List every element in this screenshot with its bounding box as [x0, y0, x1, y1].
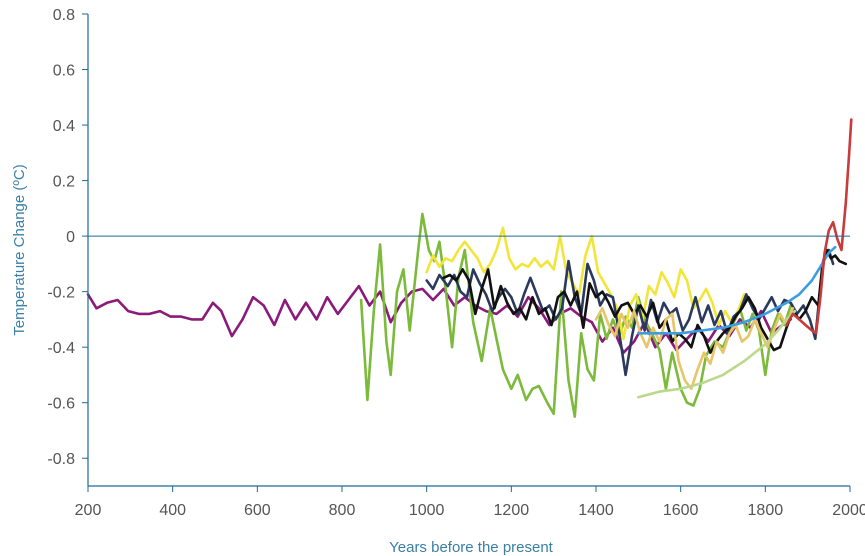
y-tick-labels: 0.8 0.6 0.4 0.2 0 -0.2 -0.4 -0.6 -0.8 — [47, 7, 88, 468]
y-tick-label: -0.6 — [47, 396, 75, 413]
series-line-1 — [86, 284, 792, 354]
y-tick-label: 0.6 — [53, 63, 75, 80]
x-tick-label: 1200 — [494, 502, 530, 519]
series-line-8 — [637, 309, 797, 399]
y-tick-label: 0.8 — [53, 7, 75, 24]
y-tick-label: -0.4 — [47, 340, 75, 357]
series-layer — [86, 118, 853, 418]
x-tick-label: 600 — [244, 502, 271, 519]
series-line-6 — [594, 307, 795, 391]
y-tick-label: 0.2 — [53, 174, 75, 191]
x-tick-label: 1800 — [748, 502, 784, 519]
y-tick-label: 0.4 — [53, 118, 75, 135]
series-line-9 — [785, 118, 853, 335]
x-tick-label: 800 — [329, 502, 356, 519]
y-tick-label: 0 — [66, 229, 75, 246]
x-tick-label: 1600 — [663, 502, 699, 519]
x-axis-title: Years before the present — [389, 539, 554, 556]
y-tick-label: -0.8 — [47, 451, 75, 468]
y-axis-title: Temperature Change (ºC) — [11, 164, 28, 335]
x-tick-label: 1000 — [409, 502, 445, 519]
x-tick-label: 2000 — [832, 502, 865, 519]
series-line-7 — [637, 245, 837, 335]
x-tick-labels: 200 400 600 800 1000 1200 1400 1600 1800 2000 — [75, 486, 865, 519]
x-tick-label: 200 — [75, 502, 102, 519]
x-tick-label: 1400 — [578, 502, 614, 519]
x-tick-label: 400 — [159, 502, 186, 519]
y-tick-label: -0.2 — [47, 285, 75, 302]
